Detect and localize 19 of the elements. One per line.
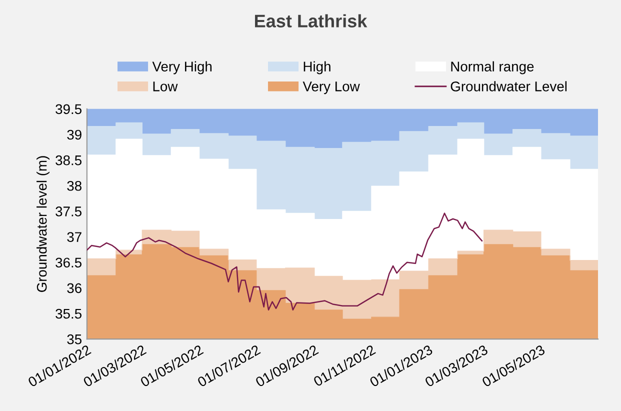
y-tick-label: 35.5	[56, 308, 82, 319]
y-tick-label: 37.5	[56, 206, 82, 216]
chart-title: East Lathrisk	[255, 14, 368, 28]
y-tick-label: 36.5	[56, 258, 82, 268]
legend-label: High	[304, 61, 330, 74]
y-tick-label: 36	[67, 283, 82, 294]
line-series	[86, 212, 483, 311]
y-tick-label: 39.5	[56, 104, 82, 114]
legend-label: Groundwater Level	[450, 81, 567, 92]
y-tick-label: 38	[67, 180, 82, 191]
y-tick-label: 37	[67, 232, 82, 242]
y-tick-label: 35	[67, 334, 82, 344]
y-tick-label: 39	[67, 130, 82, 140]
legend-label: Very Low	[302, 82, 360, 94]
y-tick-label: 38.5	[56, 155, 82, 166]
legend-label: Normal range	[451, 61, 534, 74]
legend-label: Very High	[152, 61, 212, 74]
y-axis-title: Groundwater level (m)	[36, 156, 50, 292]
legend-label: Low	[153, 82, 178, 92]
